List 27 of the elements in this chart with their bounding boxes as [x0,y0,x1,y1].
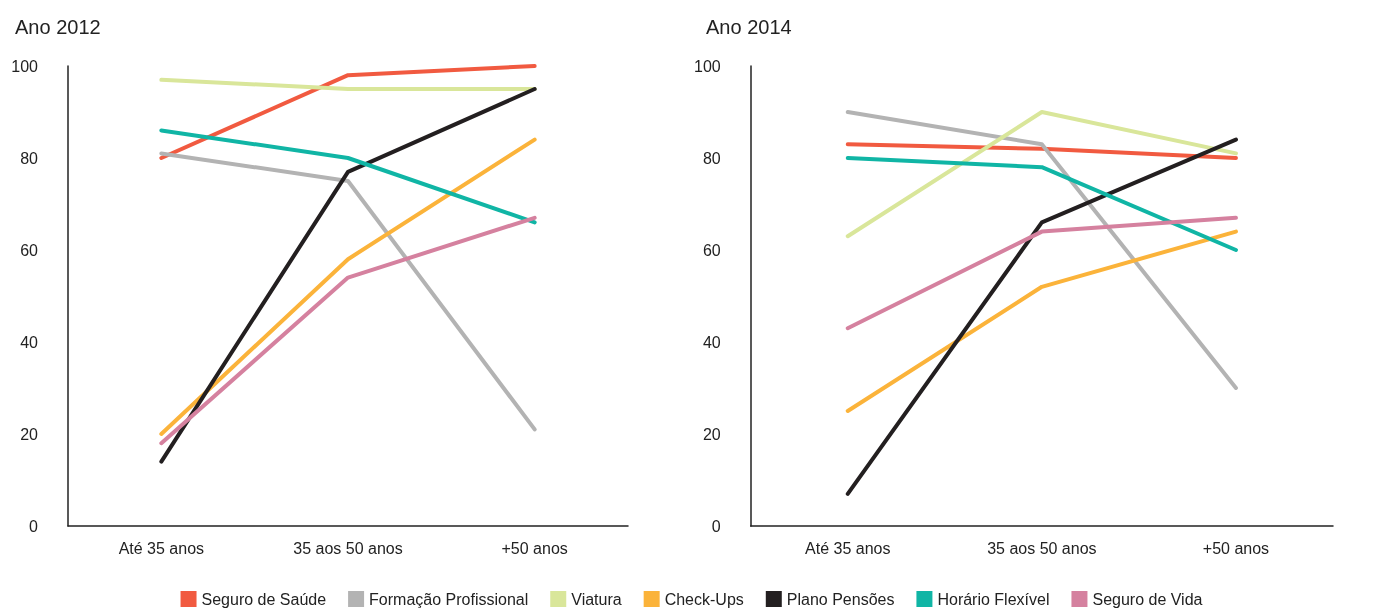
legend-label: Horário Flexível [937,590,1050,608]
y-tick-label: 80 [20,149,39,167]
chart-title: Ano 2012 [15,16,101,38]
y-tick-label: 40 [20,333,39,351]
legend-label: Plano Pensões [786,590,895,608]
x-tick-label: 35 aos 50 anos [987,539,1097,557]
x-tick-label: +50 anos [501,539,568,557]
legend-label: Seguro de Saúde [201,590,327,608]
y-tick-label: 40 [702,333,721,351]
y-tick-label: 100 [693,57,721,75]
legend-label: Formação Profissional [369,590,529,608]
y-tick-label: 0 [29,517,39,535]
y-tick-label: 20 [702,425,721,443]
y-tick-label: 60 [702,241,721,259]
y-tick-label: 80 [702,149,721,167]
y-tick-label: 100 [11,57,39,75]
chart-title: Ano 2014 [706,16,792,38]
legend-label: Seguro de Vida [1092,590,1203,608]
y-tick-label: 20 [20,425,39,443]
y-tick-label: 0 [711,517,721,535]
legend-label: Viatura [571,590,622,608]
y-tick-label: 60 [20,241,39,259]
x-tick-label: +50 anos [1202,539,1270,557]
legend-label: Check-Ups [664,590,744,608]
x-tick-label: Até 35 anos [805,539,891,557]
x-tick-label: 35 aos 50 anos [293,539,403,557]
x-tick-label: Até 35 anos [118,539,205,557]
